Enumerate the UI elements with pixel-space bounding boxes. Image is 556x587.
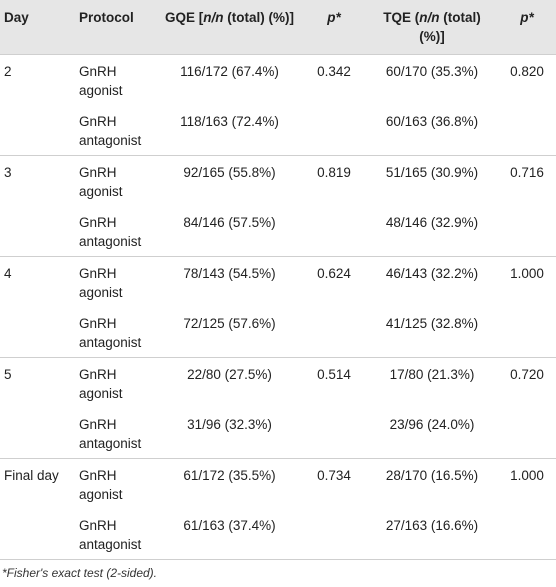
cell-tqe: 17/80 (21.3%) — [366, 357, 498, 408]
cell-tqe: 27/163 (16.6%) — [366, 509, 498, 560]
table-row: GnRH antagonist 31/96 (32.3%) 23/96 (24.0%… — [0, 408, 556, 459]
cell-p-tqe: 1.000 — [498, 458, 556, 509]
cell-protocol: GnRH agonist — [75, 155, 157, 206]
cell-p-tqe: 1.000 — [498, 256, 556, 307]
table-row: GnRH antagonist 84/146 (57.5%) 48/146 (32.… — [0, 206, 556, 257]
cell-day: 3 — [0, 155, 75, 206]
cell-tqe: 23/96 (24.0%) — [389, 417, 475, 432]
cell-tqe: 41/125 (32.8%) — [385, 316, 479, 331]
cell-p-tqe — [498, 307, 556, 358]
cell-day — [0, 408, 75, 459]
header-tqe: TQE (n/n (total) (%)] — [383, 10, 481, 44]
cell-p-gqe — [302, 105, 366, 156]
table-row: 3 GnRH agonist 92/165 (55.8%) 0.819 51/165 (… — [0, 155, 556, 206]
cell-gqe: 118/163 (72.4%) — [180, 114, 279, 129]
cell-p-gqe — [302, 408, 366, 459]
cell-gqe: 84/146 (57.5%) — [183, 215, 276, 230]
cell-gqe: 31/96 (32.3%) — [187, 417, 272, 432]
cell-gqe: 78/143 (54.5%) — [157, 256, 302, 307]
results-table: Day Protocol GQE [n/n (total) (%)] p* TQ… — [0, 0, 556, 560]
cell-tqe: 46/143 (32.2%) — [366, 256, 498, 307]
cell-gqe: 61/172 (35.5%) — [157, 458, 302, 509]
cell-p-gqe — [302, 509, 366, 560]
cell-day — [0, 105, 75, 156]
table-row: GnRH antagonist 61/163 (37.4%) 27/163 (16.… — [0, 509, 556, 560]
cell-protocol: GnRH antagonist — [79, 215, 142, 249]
cell-day — [0, 307, 75, 358]
cell-p-gqe: 0.734 — [302, 458, 366, 509]
cell-gqe: 72/125 (57.6%) — [183, 316, 276, 331]
cell-tqe: 51/165 (30.9%) — [366, 155, 498, 206]
cell-p-tqe — [498, 105, 556, 156]
cell-p-tqe — [498, 509, 556, 560]
cell-tqe: 28/170 (16.5%) — [366, 458, 498, 509]
cell-p-gqe: 0.624 — [302, 256, 366, 307]
cell-protocol: GnRH antagonist — [79, 417, 142, 451]
header-day: Day — [4, 10, 29, 25]
cell-protocol: GnRH antagonist — [75, 509, 157, 560]
cell-p-tqe — [498, 206, 556, 257]
cell-gqe: 61/163 (37.4%) — [157, 509, 302, 560]
table-row: 5 GnRH agonist 22/80 (27.5%) 0.514 17/80 (21… — [0, 357, 556, 408]
table-header-row: Day Protocol GQE [n/n (total) (%)] p* TQ… — [0, 0, 556, 55]
cell-gqe: 92/165 (55.8%) — [157, 155, 302, 206]
cell-day: 5 — [0, 357, 75, 408]
header-p-gqe: p* — [327, 10, 341, 25]
cell-protocol: GnRH antagonist — [79, 114, 142, 148]
cell-protocol: GnRH antagonist — [79, 316, 142, 350]
table-row: GnRH antagonist 72/125 (57.6%) 41/125 (32.… — [0, 307, 556, 358]
cell-protocol: GnRH agonist — [75, 54, 157, 105]
table-row: 2 GnRH agonist 116/172 (67.4%) 0.342 60/170 … — [0, 54, 556, 105]
cell-gqe: 22/80 (27.5%) — [157, 357, 302, 408]
table-row: GnRH antagonist 118/163 (72.4%) 60/163 (36… — [0, 105, 556, 156]
cell-p-tqe: 0.720 — [498, 357, 556, 408]
cell-tqe: 60/170 (35.3%) — [366, 54, 498, 105]
cell-protocol: GnRH agonist — [75, 357, 157, 408]
cell-p-gqe: 0.819 — [302, 155, 366, 206]
cell-protocol: GnRH agonist — [75, 256, 157, 307]
cell-gqe: 116/172 (67.4%) — [157, 54, 302, 105]
table-row: Final day GnRH agonist 61/172 (35.5%) 0.734… — [0, 458, 556, 509]
cell-day: Final day — [0, 458, 75, 509]
cell-p-gqe: 0.342 — [302, 54, 366, 105]
header-p-tqe: p* — [520, 10, 534, 25]
header-gqe: GQE [n/n (total) (%)] — [165, 10, 294, 25]
cell-tqe: 48/146 (32.9%) — [385, 215, 479, 230]
cell-protocol: GnRH agonist — [75, 458, 157, 509]
cell-day — [0, 206, 75, 257]
cell-p-tqe — [498, 408, 556, 459]
cell-day: 4 — [0, 256, 75, 307]
table-row: 4 GnRH agonist 78/143 (54.5%) 0.624 46/143 (… — [0, 256, 556, 307]
cell-p-gqe — [302, 307, 366, 358]
footnote: *Fisher's exact test (2-sided). — [2, 566, 158, 580]
cell-p-tqe: 0.716 — [498, 155, 556, 206]
cell-p-tqe: 0.820 — [498, 54, 556, 105]
cell-day — [0, 509, 75, 560]
cell-p-gqe: 0.514 — [302, 357, 366, 408]
header-protocol: Protocol — [79, 10, 134, 25]
cell-tqe: 60/163 (36.8%) — [385, 114, 479, 129]
cell-day: 2 — [0, 54, 75, 105]
cell-p-gqe — [302, 206, 366, 257]
